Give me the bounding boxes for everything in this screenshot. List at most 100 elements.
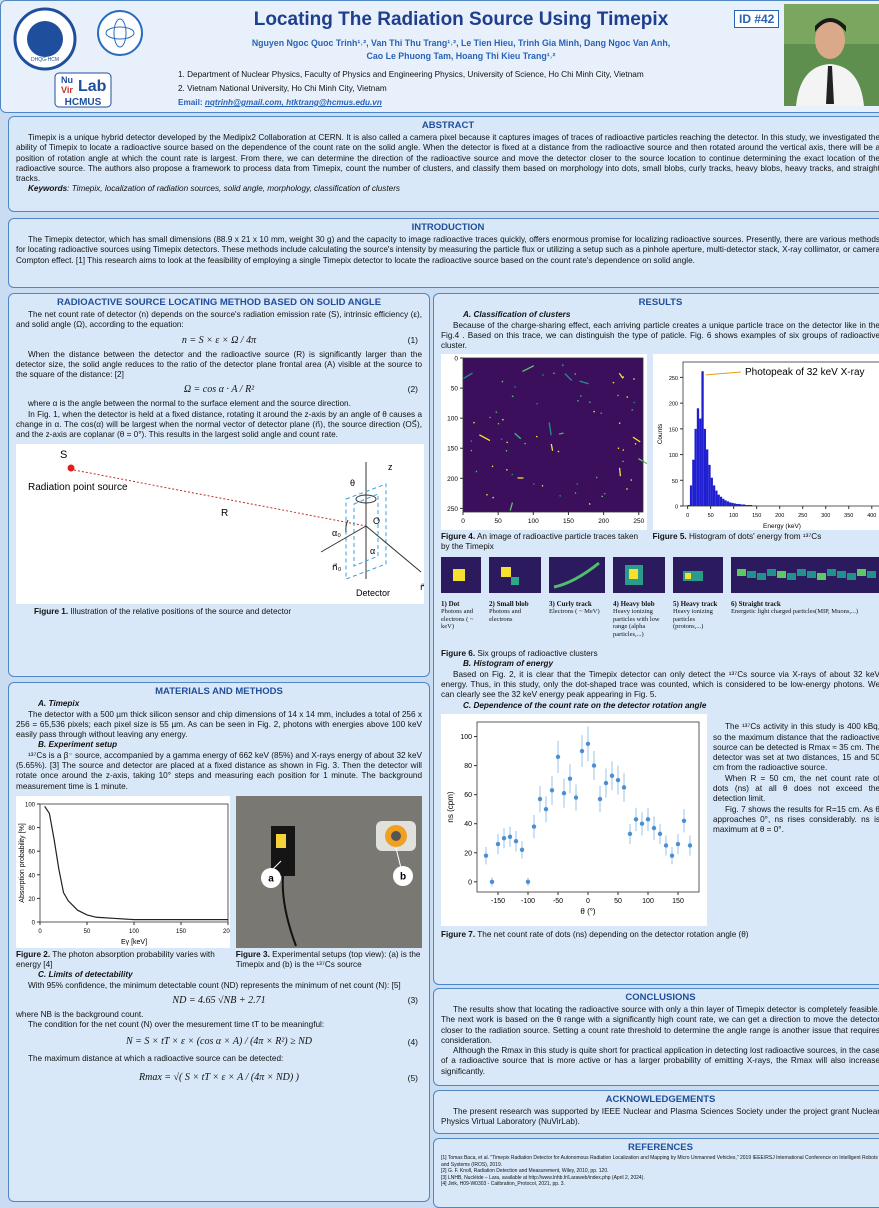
x-tick-label: 100 [729, 513, 738, 519]
cluster-pixel [737, 569, 746, 576]
y-tick-label: 80 [464, 763, 472, 770]
data-point [550, 788, 554, 792]
cluster-pixel [629, 569, 638, 579]
cluster-pixel [827, 569, 836, 576]
x-axis-label: Eγ [keV] [121, 939, 147, 946]
cluster-image [441, 557, 481, 593]
data-point [484, 854, 488, 858]
data-point [670, 854, 674, 858]
y-tick-label: 20 [28, 897, 35, 903]
y-tick-label: 50 [671, 479, 677, 485]
cluster-description: Photons and electrons ( ~ keV) [441, 608, 481, 631]
histogram-bar [729, 503, 731, 507]
histogram-bar [724, 501, 726, 507]
subheading: A. Timepix [16, 699, 422, 710]
logo-text: HCMUS [65, 97, 102, 108]
paragraph: The ¹³⁷Cs activity in this study is 400 … [713, 722, 879, 773]
data-point [688, 844, 692, 848]
header: DHQG-HCM Nu Vir Lab HCMUS Locating The R… [0, 0, 879, 113]
histogram-bar [692, 460, 694, 506]
cluster-description: Electrons ( ~ MeV) [549, 608, 605, 616]
cluster-name: 3) Curly track [549, 600, 605, 608]
paragraph: The condition for the net count (N) over… [16, 1020, 422, 1030]
x-tick-label: 0 [38, 929, 42, 935]
figure-3: a b [236, 796, 422, 948]
equation-text: ND = 4.65 √NB + 2.71 [172, 995, 265, 1006]
data-point [544, 807, 548, 811]
data-point [514, 839, 518, 843]
heading: ABSTRACT [16, 120, 879, 131]
particle-trace [594, 411, 595, 412]
histogram-bar [719, 497, 721, 506]
diagram-label: z [388, 462, 393, 472]
affiliations: 1. Department of Nuclear Physics, Facult… [178, 68, 644, 110]
histogram-bar [752, 506, 754, 507]
cluster-name: 5) Heavy track [673, 600, 723, 608]
paragraph: Based on Fig. 2, it is clear that the Ti… [441, 670, 879, 701]
caption-text: Six groups of radioactive clusters [477, 649, 597, 658]
y-tick-label: 100 [668, 453, 677, 459]
particle-trace [512, 396, 513, 397]
paragraph: In Fig. 1, when the detector is held at … [16, 410, 422, 441]
x-tick-label: 150 [563, 518, 574, 525]
reference-list: [1] Tomas Baca, et al. "Timepix Radiatio… [441, 1155, 879, 1188]
cluster-description: Heavy ionizing particles (protons,...) [673, 608, 723, 631]
particle-trace [498, 423, 499, 424]
cluster-image [549, 557, 605, 593]
data-point [652, 826, 656, 830]
particle-trace [575, 374, 576, 375]
particle-trace [562, 365, 563, 366]
caption: Figure 2. The photon absorption probabil… [16, 950, 230, 970]
particle-trace [635, 444, 636, 445]
diagram-label: R [221, 508, 228, 519]
data-point [646, 817, 650, 821]
data-point [616, 778, 620, 782]
data-point [520, 848, 524, 852]
paragraph: When R = 50 cm, the net count rate of do… [713, 774, 879, 805]
cluster-pixel [787, 573, 796, 580]
x-tick-label: 50 [614, 898, 622, 905]
y-tick-label: 100 [447, 416, 458, 423]
histogram-bar [710, 478, 712, 506]
cluster-description: Heavy ionizing particles with low range … [613, 608, 665, 638]
affiliation: 1. Department of Nuclear Physics, Facult… [178, 68, 644, 82]
x-tick-label: -50 [553, 898, 563, 905]
references: REFERENCES [1] Tomas Baca, et al. "Timep… [433, 1138, 879, 1208]
caption: Figure 5. Histogram of dots' energy from… [653, 532, 879, 552]
cluster-pixel [501, 567, 511, 577]
data-point [568, 777, 572, 781]
caption-label: Figure 4. [441, 532, 475, 541]
equation-number: (5) [408, 1065, 418, 1091]
particle-trace [502, 420, 503, 421]
equation-text: n = S × ε × Ω / 4π [182, 335, 256, 346]
heading: RADIOACTIVE SOURCE LOCATING METHOD BASED… [16, 297, 422, 308]
plot-frame [40, 804, 228, 922]
cluster-pixel [857, 569, 866, 576]
subheading: B. Histogram of energy [441, 659, 879, 670]
authors: Nguyen Ngoc Quoc Trinh¹˒², Van Thi Thu T… [181, 37, 741, 63]
caption-label: Figure 3. [236, 950, 270, 959]
data-point [682, 819, 686, 823]
diagram-label: α [370, 546, 375, 556]
particle-trace [619, 423, 620, 424]
caption-text: Histogram of dots' energy from ¹³⁷Cs [689, 532, 821, 541]
x-tick-label: 200 [598, 518, 609, 525]
particle-trace [580, 396, 581, 397]
data-point [604, 781, 608, 785]
caption-text: The net count rate of dots (ns) dependin… [477, 930, 748, 939]
histogram-bar [747, 505, 749, 506]
university-logo-core [27, 21, 63, 57]
diagram-label: S [60, 449, 67, 461]
author-line: Nguyen Ngoc Quoc Trinh¹˒², Van Thi Thu T… [181, 37, 741, 50]
histogram-bar [735, 504, 737, 506]
equation: Rmax = √( S × tT × ε × A / (4π × ND) ) (5… [16, 1065, 422, 1091]
y-tick-label: 60 [464, 792, 472, 799]
equation: Ω = cos α · A / R²(2) [16, 380, 422, 399]
equation-text: Rmax = √( S × tT × ε × A / (4π × ND) ) [139, 1072, 299, 1083]
x-tick-label: 50 [84, 929, 91, 935]
